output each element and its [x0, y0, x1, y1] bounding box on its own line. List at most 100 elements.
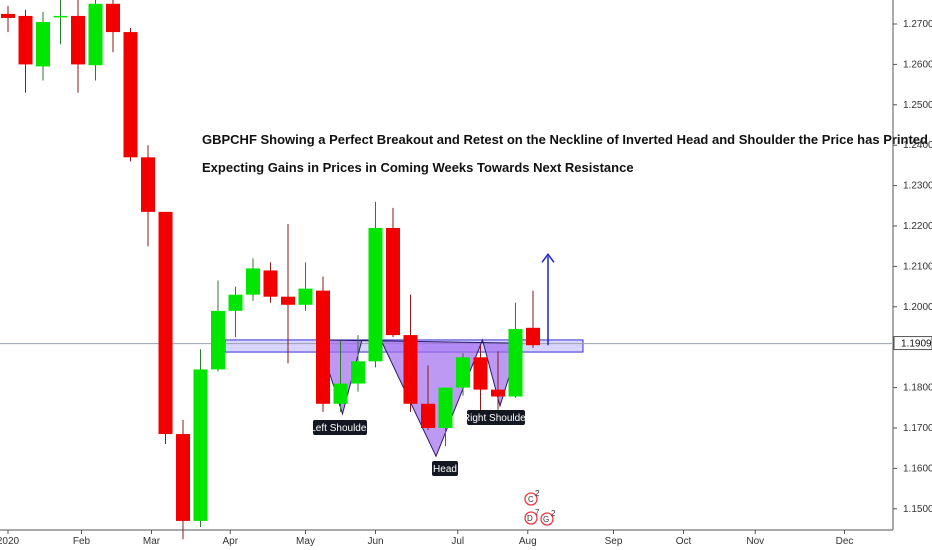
x-tick-label: Sep [605, 536, 623, 547]
candle[interactable] [368, 201, 383, 368]
candle-body [18, 15, 33, 65]
candle-body [438, 387, 453, 428]
annotation-line-2[interactable]: Expecting Gains in Prices in Coming Week… [202, 160, 634, 175]
annotation-line-1[interactable]: GBPCHF Showing a Perfect Breakout and Re… [202, 132, 928, 147]
candle[interactable] [176, 419, 190, 540]
head-label: Head [432, 461, 458, 476]
target-arrow[interactable] [541, 253, 555, 346]
x-tick-label: Mar [143, 536, 161, 547]
x-tick-label: May [296, 536, 315, 547]
candle[interactable] [333, 341, 348, 412]
candle-body [193, 369, 208, 521]
candle-body [53, 15, 68, 18]
event-badge-1[interactable]: C 2 [524, 489, 540, 506]
candle[interactable] [211, 280, 225, 372]
candle-body [36, 21, 50, 67]
event-badge-3-count: 2 [551, 509, 556, 518]
candle-body [141, 157, 155, 212]
candle-body [228, 294, 243, 311]
candle[interactable] [88, 0, 103, 81]
candle-body [176, 434, 190, 521]
x-axis[interactable]: 2020 Feb Mar Apr May Jun Jul Aug Sep Oct Nov Dec [0, 530, 853, 547]
event-badge-1-count: 2 [535, 489, 540, 498]
candle[interactable] [228, 286, 243, 338]
event-badge-1-glyph: C [528, 495, 534, 504]
candle-body [473, 357, 488, 390]
candle[interactable] [18, 9, 33, 93]
candle-body [246, 268, 260, 295]
candle-body [368, 228, 383, 362]
left-shoulder-label: Left Shoulder [310, 420, 370, 435]
candle-body [491, 389, 505, 397]
candle[interactable] [403, 294, 418, 412]
candle-body [298, 288, 313, 305]
candle-body [106, 3, 120, 33]
candle[interactable] [193, 349, 208, 527]
candle[interactable] [351, 335, 365, 392]
x-tick-label: Oct [676, 536, 692, 547]
candle-body [386, 228, 400, 336]
target-arrow-head [541, 253, 555, 263]
head-label-box [432, 461, 458, 476]
event-badge-2[interactable]: D 7 [524, 508, 540, 525]
candle-body [263, 270, 278, 297]
x-tick-label: Feb [73, 536, 91, 547]
candle[interactable] [491, 351, 505, 410]
candle[interactable] [1, 5, 15, 33]
left-shoulder-label-text: Left Shoulder [310, 423, 370, 434]
candle[interactable] [281, 223, 295, 364]
candle[interactable] [53, 0, 68, 45]
x-tick-label: Dec [836, 536, 854, 547]
candle[interactable] [386, 207, 400, 338]
x-tick-label: Nov [746, 536, 764, 547]
event-badge-2-glyph: D [527, 514, 533, 523]
candle[interactable] [298, 262, 313, 311]
candle[interactable] [106, 0, 120, 53]
candles-layer [1, 0, 540, 540]
event-badge-3-glyph: G [543, 515, 549, 524]
candle[interactable] [263, 262, 278, 303]
right-shoulder-label-text: Right Shoulder [463, 413, 530, 424]
y-tick-label: 1.21000 [903, 261, 932, 272]
right-shoulder-label-box [467, 410, 525, 425]
candle[interactable] [246, 258, 260, 301]
candle-body [281, 296, 295, 305]
right-shoulder-label: Right Shoulder [463, 410, 530, 425]
candle-body [211, 310, 225, 370]
candle[interactable] [123, 28, 138, 162]
candle-body [526, 327, 540, 346]
candle[interactable] [316, 276, 330, 412]
candle[interactable] [421, 365, 435, 431]
candle-body [158, 211, 173, 435]
candle[interactable] [141, 145, 155, 247]
x-tick-label: Jun [367, 536, 383, 547]
x-tick-label: 2020 [0, 536, 20, 547]
y-axis[interactable]: 1.27000 1.26000 1.25000 1.24000 1.23000 1.220… [893, 19, 932, 515]
event-badge-3[interactable]: G 2 [540, 509, 556, 526]
candle[interactable] [508, 302, 523, 398]
candle-body [1, 13, 15, 18]
current-price-tag-text: 1.19090 [901, 339, 932, 350]
candle-body [71, 15, 85, 65]
candle-body [351, 361, 365, 384]
candle-body [333, 383, 348, 404]
candle[interactable] [526, 290, 540, 349]
candle[interactable] [438, 387, 453, 447]
candle-body [316, 290, 330, 404]
y-tick-label: 1.25000 [903, 100, 932, 111]
x-tick-label: Apr [222, 536, 238, 547]
candle[interactable] [36, 11, 50, 81]
candle[interactable] [158, 211, 173, 445]
candle[interactable] [473, 345, 488, 412]
event-badge-1-circle [524, 492, 538, 506]
candle[interactable] [456, 353, 470, 396]
y-tick-label: 1.27000 [903, 19, 932, 30]
y-tick-label: 1.23000 [903, 181, 932, 192]
current-price-tag-box [893, 336, 932, 351]
event-badge-2-count: 7 [535, 508, 540, 517]
candle[interactable] [71, 0, 85, 93]
